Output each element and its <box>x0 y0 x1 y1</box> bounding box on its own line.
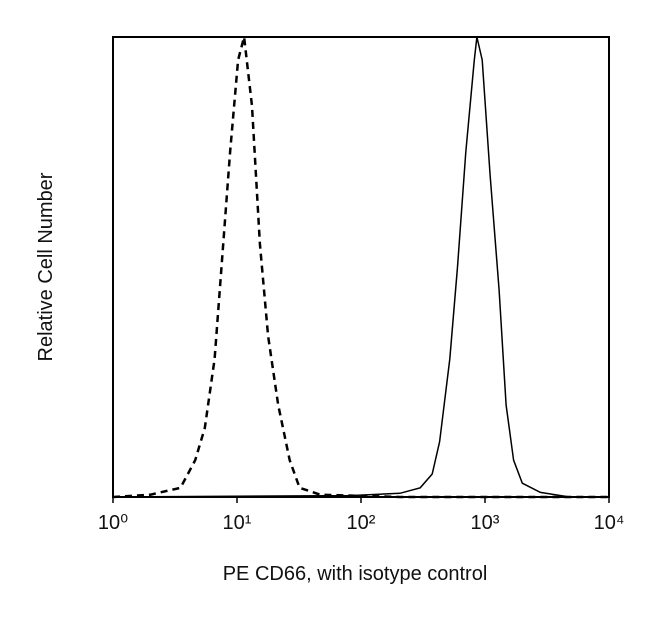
histogram-line <box>112 36 609 499</box>
y-axis-label: Relative Cell Number <box>35 172 57 361</box>
x-tick-label: 10³ <box>471 512 500 534</box>
x-axis-label: PE CD66, with isotype control <box>223 563 488 585</box>
x-tick-label: 10¹ <box>223 512 252 534</box>
x-tick-label: 10⁴ <box>594 512 625 534</box>
x-tick-label: 10⁰ <box>98 512 128 534</box>
x-tick-label: 10² <box>347 512 376 534</box>
plot-frame <box>112 36 610 498</box>
histogram-line <box>112 36 609 498</box>
